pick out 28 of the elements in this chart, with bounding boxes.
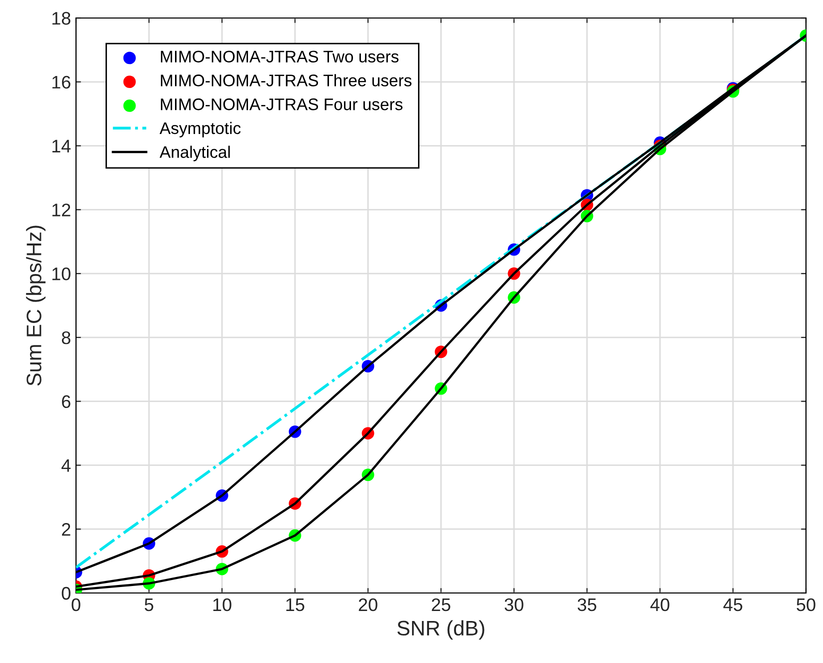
- x-tick-label: 45: [723, 598, 742, 612]
- x-tick-label: 15: [286, 598, 304, 612]
- legend-label: Asymptotic: [160, 122, 241, 138]
- x-tick-label: 35: [578, 598, 596, 612]
- x-axis-title: SNR (dB): [397, 620, 484, 640]
- y-tick-label: 18: [52, 12, 70, 25]
- y-tick-label: 14: [52, 140, 71, 152]
- x-tick-label: 10: [213, 598, 232, 612]
- x-tick-label: 25: [432, 598, 450, 612]
- x-tick-label: 20: [358, 598, 378, 612]
- y-tick-label: 12: [52, 204, 70, 216]
- x-tick-label: 30: [504, 598, 524, 612]
- legend-label: MIMO-NOMA-JTRAS Four users: [160, 98, 402, 110]
- x-tick-label: 50: [796, 598, 816, 612]
- y-tick-label: 10: [52, 267, 70, 280]
- y-axis-title: Sum EC (bps/Hz): [26, 226, 46, 386]
- legend-label: MIMO-NOMA-JTRAS Two users: [160, 50, 399, 62]
- legend-label: Analytical: [160, 146, 230, 162]
- y-tick-label: 0: [62, 586, 70, 600]
- y-tick-label: 8: [62, 331, 70, 344]
- y-tick-label: 2: [62, 523, 70, 536]
- x-tick-label: 40: [650, 598, 670, 612]
- y-tick-label: 6: [62, 395, 70, 408]
- x-tick-label: 0: [72, 598, 80, 612]
- x-tick-label: 5: [144, 598, 154, 612]
- legend-label: MIMO-NOMA-JTRAS Three users: [160, 74, 412, 86]
- y-tick-label: 16: [52, 76, 70, 89]
- y-tick-label: 4: [62, 459, 71, 472]
